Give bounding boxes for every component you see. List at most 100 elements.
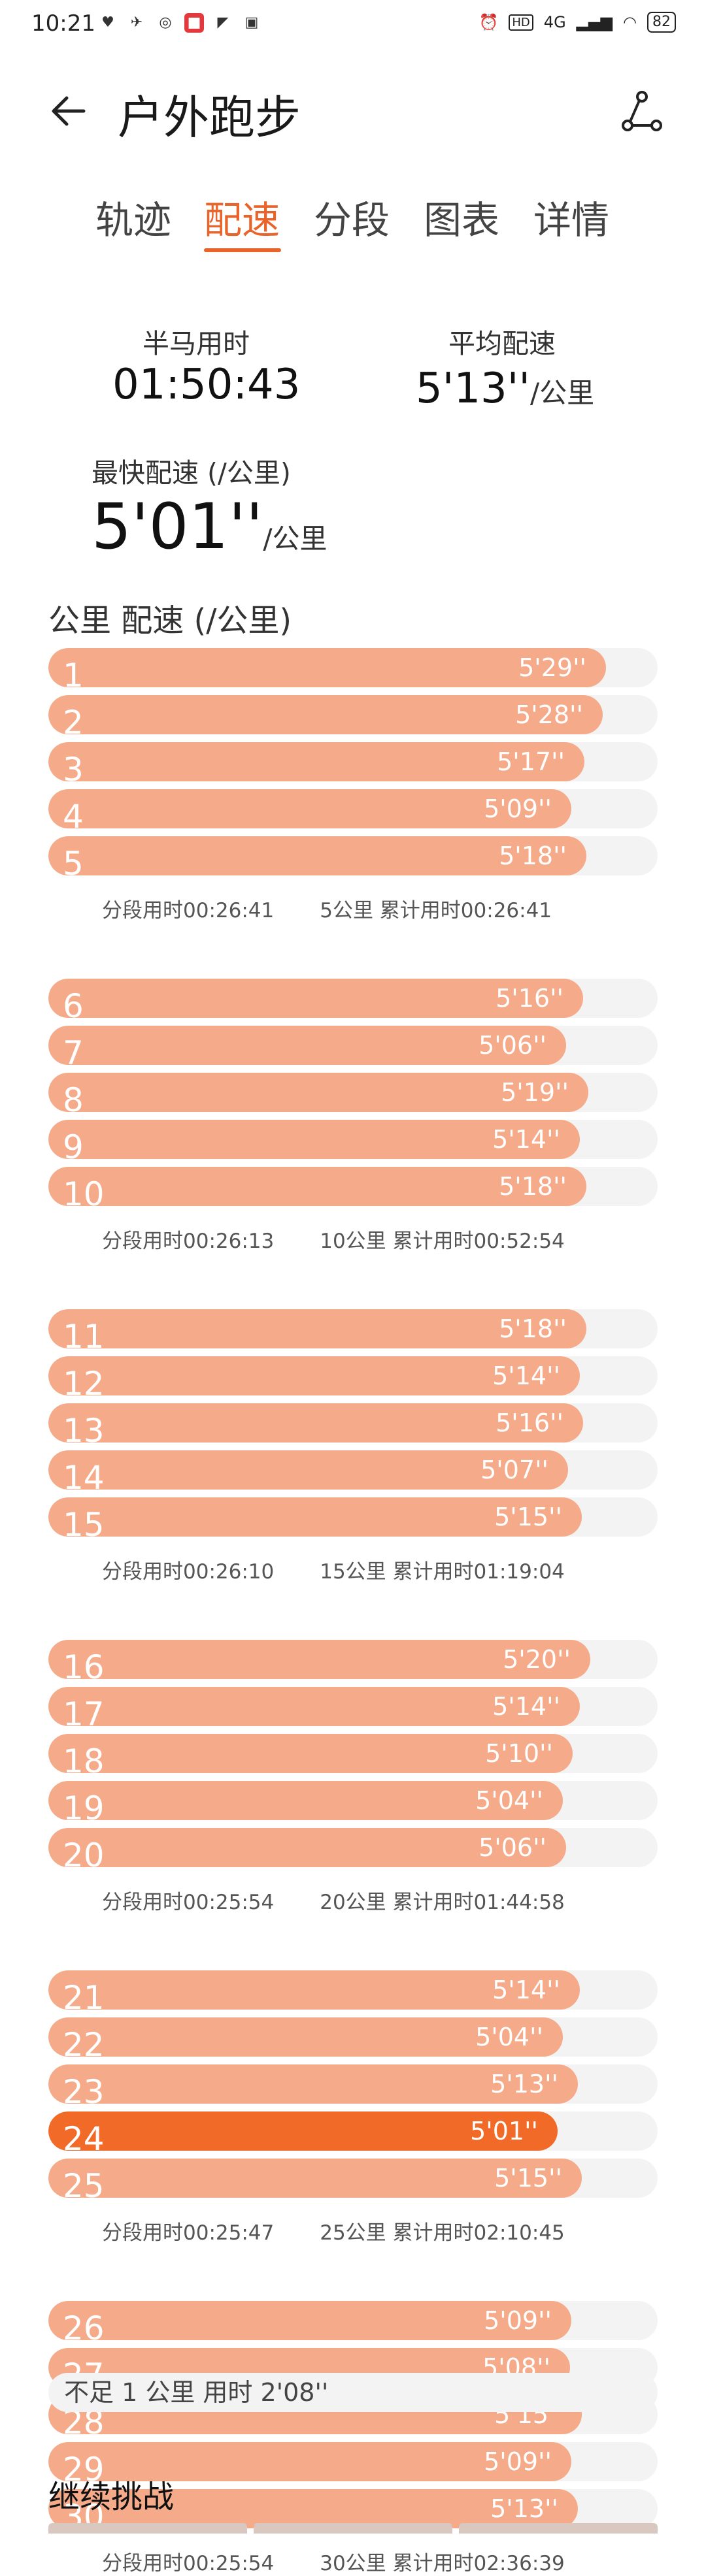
km-number: 4 xyxy=(63,798,84,828)
active-tab-indicator xyxy=(204,248,281,252)
km-number: 6 xyxy=(63,987,84,1018)
km-pace: 5'06'' xyxy=(479,1031,546,1060)
challenge-thumbnail[interactable] xyxy=(48,2523,247,2534)
segment-summary: 分段用时00:26:10 15公里 累计用时01:19:04 xyxy=(102,1555,565,1584)
pace-bar: 5 5'18'' xyxy=(48,836,586,875)
page-title: 户外跑步 xyxy=(118,91,301,144)
km-number: 13 xyxy=(63,1412,105,1443)
signal-label: 4G xyxy=(543,13,566,31)
km-pace: 5'04'' xyxy=(475,2023,543,2051)
pace-bar: 7 5'06'' xyxy=(48,1026,566,1065)
heart-icon: ♥ xyxy=(101,14,114,31)
km-pace: 5'18'' xyxy=(499,1314,567,1343)
segment-split-time: 分段用时00:25:47 xyxy=(102,2221,275,2245)
km-number: 10 xyxy=(63,1175,105,1206)
km-pace: 5'16'' xyxy=(496,1409,563,1437)
km-pace: 5'28'' xyxy=(515,700,583,729)
pace-bar: 10 5'18'' xyxy=(48,1167,586,1206)
segment-split-time: 分段用时00:26:13 xyxy=(102,1230,275,1253)
tab-pace[interactable]: 配速 xyxy=(204,198,280,242)
share-icon[interactable] xyxy=(618,88,665,135)
fastest-pace-bar: 24 5'01'' xyxy=(48,2111,558,2151)
km-row: 11 5'18'' xyxy=(48,1309,658,1348)
tab-charts[interactable]: 图表 xyxy=(424,198,500,242)
km-pace: 5'13'' xyxy=(490,2494,558,2523)
km-number: 29 xyxy=(63,2451,105,2481)
km-row: 9 5'14'' xyxy=(48,1120,658,1159)
km-row: 30 5'13'' xyxy=(48,2489,658,2528)
km-row: 13 5'16'' xyxy=(48,1403,658,1443)
segment-cumulative-time: 20公里 累计用时01:44:58 xyxy=(320,1891,565,1914)
avg-pace-unit: /公里 xyxy=(530,377,595,409)
km-pace: 5'07'' xyxy=(480,1456,548,1484)
tab-segments[interactable]: 分段 xyxy=(314,198,390,242)
km-number: 22 xyxy=(63,2026,105,2057)
segment-cumulative-time: 10公里 累计用时00:52:54 xyxy=(320,1230,565,1253)
km-row: 24 5'01'' xyxy=(48,2111,658,2151)
km-pace: 5'29'' xyxy=(518,653,586,682)
challenge-thumbnails[interactable] xyxy=(48,2523,658,2534)
km-number: 19 xyxy=(63,1789,105,1820)
avg-pace: 5'13''/公里 xyxy=(416,365,594,413)
km-pace: 5'14'' xyxy=(492,1361,560,1390)
avg-pace-label: 平均配速 xyxy=(448,328,556,359)
segment-cumulative-time: 30公里 累计用时02:36:39 xyxy=(320,2552,565,2575)
tab-details[interactable]: 详情 xyxy=(533,198,610,242)
km-pace: 5'20'' xyxy=(503,1645,571,1674)
km-pace: 5'09'' xyxy=(484,794,552,823)
km-number: 18 xyxy=(63,1742,105,1773)
segment-split-time: 分段用时00:26:10 xyxy=(102,1560,275,1584)
km-row: 6 5'16'' xyxy=(48,979,658,1018)
half-marathon-label: 半马用时 xyxy=(143,328,250,359)
pace-bar: 17 5'14'' xyxy=(48,1687,580,1726)
status-notification-icons: ♥ ✈ ◎ ■ ◤ ▣ xyxy=(98,13,261,33)
red-app-icon: ■ xyxy=(184,13,204,33)
pace-bar: 14 5'07'' xyxy=(48,1450,568,1490)
km-row: 16 5'20'' xyxy=(48,1640,658,1679)
segment-split-time: 分段用时00:26:41 xyxy=(102,899,275,922)
km-row: 19 5'04'' xyxy=(48,1781,658,1820)
tab-track[interactable]: 轨迹 xyxy=(95,198,172,242)
pace-bar: 6 5'16'' xyxy=(48,979,583,1018)
pace-bar: 30 5'13'' xyxy=(48,2489,578,2528)
segment-summary: 分段用时00:25:54 20公里 累计用时01:44:58 xyxy=(102,1885,565,1915)
status-bar: 10:21 ♥ ✈ ◎ ■ ◤ ▣ ⏰ HD 4G ▂▄▆ ◠ 82 xyxy=(0,0,706,56)
pace-bar: 23 5'13'' xyxy=(48,2064,578,2104)
km-number: 12 xyxy=(63,1365,105,1395)
km-number: 24 xyxy=(63,2120,105,2151)
km-pace: 5'09'' xyxy=(484,2447,552,2476)
pace-bar: 11 5'18'' xyxy=(48,1309,586,1348)
challenge-thumbnail[interactable] xyxy=(459,2523,658,2534)
pace-list-header: 公里 配速 (/公里) xyxy=(48,602,292,639)
segment-split-time: 分段用时00:25:54 xyxy=(102,2552,275,2575)
app-header: 户外跑步 xyxy=(0,65,706,157)
km-row: 26 5'09'' xyxy=(48,2301,658,2340)
km-number: 14 xyxy=(63,1459,105,1490)
km-number: 17 xyxy=(63,1695,105,1726)
pace-bar: 19 5'04'' xyxy=(48,1781,563,1820)
km-number: 11 xyxy=(63,1318,105,1348)
wifi-icon: ◠ xyxy=(623,13,637,31)
km-pace: 5'04'' xyxy=(475,1786,543,1815)
km-pace: 5'10'' xyxy=(485,1739,553,1768)
challenge-thumbnail[interactable] xyxy=(254,2523,452,2534)
km-pace: 5'17'' xyxy=(497,747,565,776)
back-arrow-icon[interactable] xyxy=(46,88,93,135)
km-number: 9 xyxy=(63,1128,84,1159)
tab-bar: 轨迹 配速 分段 图表 详情 xyxy=(0,189,706,261)
km-row: 14 5'07'' xyxy=(48,1450,658,1490)
km-number: 5 xyxy=(63,845,84,875)
km-row: 18 5'10'' xyxy=(48,1734,658,1773)
pace-bar: 29 5'09'' xyxy=(48,2442,571,2481)
km-pace: 5'01'' xyxy=(470,2117,538,2145)
km-row: 12 5'14'' xyxy=(48,1356,658,1395)
km-number: 26 xyxy=(63,2309,105,2340)
segment-summary: 分段用时00:25:54 30公里 累计用时02:36:39 xyxy=(102,2547,565,2576)
km-number: 16 xyxy=(63,1648,105,1679)
segment-cumulative-time: 25公里 累计用时02:10:45 xyxy=(320,2221,565,2245)
remainder-text: 不足 1 公里 用时 2'08'' xyxy=(64,2378,329,2407)
km-pace: 5'09'' xyxy=(484,2306,552,2335)
km-pace: 5'18'' xyxy=(499,841,567,870)
km-number: 25 xyxy=(63,2167,105,2198)
km-row: 29 5'09'' xyxy=(48,2442,658,2481)
